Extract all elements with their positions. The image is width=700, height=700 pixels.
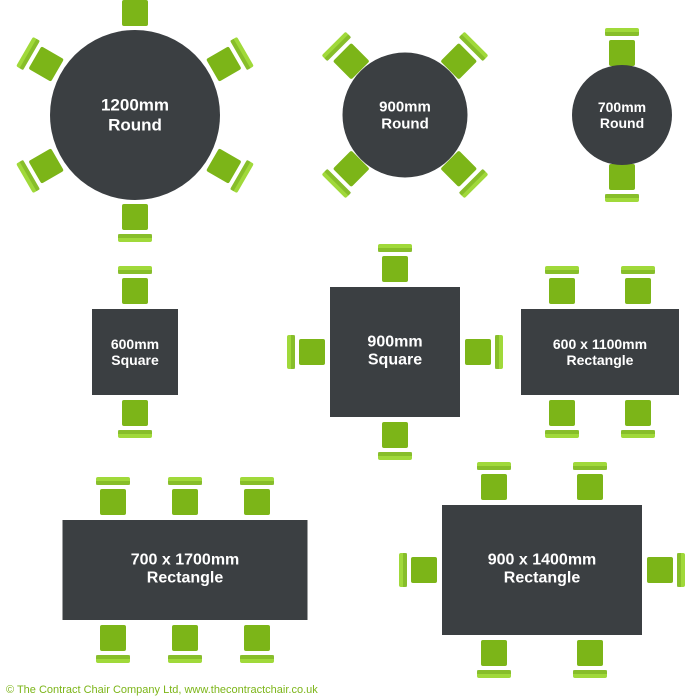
chair-icon	[289, 331, 323, 373]
round-table: 900mmRound	[343, 53, 468, 178]
chair-icon	[545, 398, 579, 440]
chair-icon	[212, 40, 246, 82]
chair-icon	[118, 398, 152, 440]
chair-icon	[168, 475, 202, 517]
chair-icon	[401, 549, 435, 591]
label-shape: Round	[108, 115, 162, 134]
label-size: 1200mm	[101, 95, 169, 114]
rect-table: 700 x 1700mmRectangle	[63, 520, 308, 620]
chair-icon	[378, 242, 412, 284]
chair-icon	[446, 36, 480, 78]
chair-icon	[545, 264, 579, 306]
chair-icon	[118, 0, 152, 28]
label-size: 600 x 1100mm	[553, 336, 647, 352]
chair-icon	[605, 162, 639, 204]
label-size: 600mm	[111, 336, 159, 352]
chair-icon	[573, 460, 607, 502]
table-label: 600 x 1100mmRectangle	[521, 336, 679, 368]
table-label: 600mmSquare	[92, 336, 178, 368]
rect-table: 900mmSquare	[330, 287, 460, 417]
table-label: 700 x 1700mmRectangle	[63, 552, 308, 589]
label-shape: Round	[600, 115, 644, 131]
table-label: 900 x 1400mmRectangle	[442, 552, 642, 589]
label-shape: Square	[111, 352, 158, 368]
round-table: 700mmRound	[572, 65, 672, 165]
chair-icon	[24, 40, 58, 82]
chair-icon	[621, 398, 655, 440]
label-size: 900 x 1400mm	[488, 552, 597, 569]
chair-icon	[168, 623, 202, 665]
chair-icon	[446, 152, 480, 194]
table-label: 900mmRound	[343, 98, 468, 133]
rect-table: 600mmSquare	[92, 309, 178, 395]
diagram-canvas: 1200mmRound 900mmRound	[0, 0, 700, 675]
chair-icon	[649, 549, 683, 591]
chair-icon	[96, 623, 130, 665]
chair-icon	[118, 264, 152, 306]
table-label: 900mmSquare	[330, 334, 460, 371]
chair-icon	[621, 264, 655, 306]
label-size: 700mm	[598, 99, 646, 115]
chair-icon	[573, 638, 607, 680]
label-shape: Square	[368, 352, 422, 369]
label-shape: Round	[381, 115, 428, 132]
table-label: 1200mmRound	[50, 95, 220, 134]
label-size: 900mm	[367, 334, 422, 351]
chair-icon	[96, 475, 130, 517]
rect-table: 900 x 1400mmRectangle	[442, 505, 642, 635]
chair-icon	[212, 148, 246, 190]
chair-icon	[240, 475, 274, 517]
chair-icon	[24, 148, 58, 190]
label-shape: Rectangle	[504, 570, 580, 587]
chair-icon	[467, 331, 501, 373]
chair-icon	[477, 638, 511, 680]
label-shape: Rectangle	[147, 570, 223, 587]
table-label: 700mmRound	[572, 99, 672, 131]
chair-icon	[118, 202, 152, 244]
label-size: 700 x 1700mm	[131, 552, 240, 569]
label-size: 900mm	[379, 98, 431, 115]
rect-table: 600 x 1100mmRectangle	[521, 309, 679, 395]
chair-icon	[605, 26, 639, 68]
label-shape: Rectangle	[567, 352, 634, 368]
chair-icon	[378, 420, 412, 462]
chair-icon	[477, 460, 511, 502]
footer-credit: © The Contract Chair Company Ltd, www.th…	[6, 684, 318, 696]
chair-icon	[240, 623, 274, 665]
round-table: 1200mmRound	[50, 30, 220, 200]
